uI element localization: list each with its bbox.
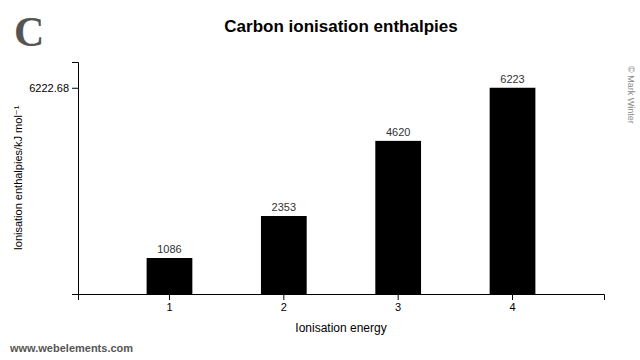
bars	[147, 88, 536, 294]
tick-label: 3	[395, 301, 401, 313]
source-note: www.webelements.com	[9, 342, 133, 354]
axis-line	[79, 295, 605, 301]
tick-mark	[283, 294, 284, 300]
data-label: 2353	[272, 201, 296, 213]
data-label: 1086	[157, 243, 181, 255]
tick: 4	[509, 294, 515, 313]
tick-label: 2	[281, 301, 287, 313]
tick-mark	[512, 294, 513, 300]
tick: 3	[395, 294, 401, 313]
bar	[490, 88, 536, 294]
bar	[261, 216, 307, 294]
data-label: 4620	[386, 126, 410, 138]
tick-label: 4	[509, 301, 515, 313]
x-axis-title: Ionisation energy	[295, 321, 386, 335]
tick: 6222.68	[29, 82, 78, 94]
chart: 1 2 3 4 6222.68 1086 2353 4620 6223 Carbon ionisa…	[0, 0, 640, 360]
tick-mark	[398, 294, 399, 300]
title: Carbon ionisation enthalpies	[224, 17, 457, 36]
bar	[147, 258, 193, 294]
element-symbol: C	[14, 9, 44, 55]
tick-label: 6222.68	[29, 82, 69, 94]
tick: 2	[281, 294, 287, 313]
bar	[375, 141, 421, 294]
tick-mark	[169, 294, 170, 300]
tick: 1	[166, 294, 172, 313]
copyright-note: © Mark Winter	[626, 66, 636, 124]
data-labels: 1086 2353 4620 6223	[157, 73, 525, 255]
x-axis: 1 2 3 4	[79, 294, 605, 313]
y-axis: 6222.68	[29, 63, 78, 295]
y-axis-title: Ionisation enthalpies/kJ mol⁻¹	[12, 105, 24, 250]
axis-line	[72, 63, 79, 295]
data-label: 6223	[500, 73, 524, 85]
tick-mark	[72, 88, 78, 89]
tick-label: 1	[166, 301, 172, 313]
